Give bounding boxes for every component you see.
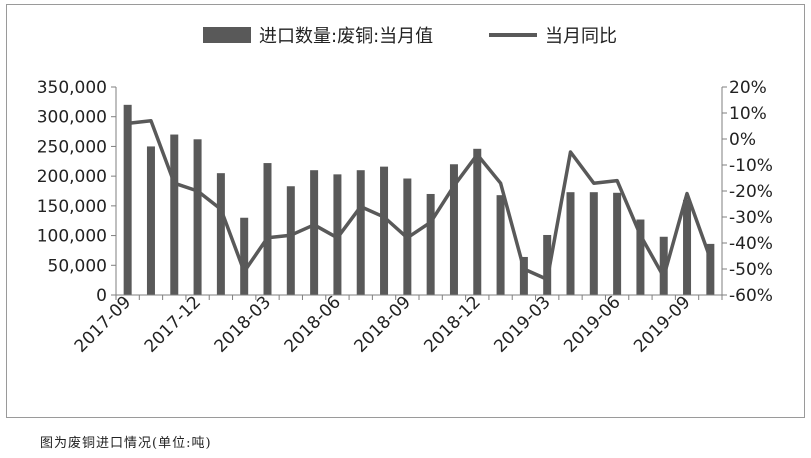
bar-2018-02 — [240, 217, 249, 295]
left-tick-label: 350,000 — [37, 78, 107, 98]
bar-2017-09 — [123, 104, 132, 295]
bar-2018-03 — [263, 163, 272, 295]
right-tick-label: 20% — [729, 78, 767, 98]
bar-2019-04 — [566, 192, 575, 295]
bar-2019-07 — [636, 219, 645, 295]
bar-2018-12 — [473, 148, 482, 295]
bar-2019-06 — [613, 192, 622, 295]
bar-2018-08 — [380, 166, 389, 295]
left-tick-label: 100,000 — [37, 227, 107, 247]
combo-chart: 进口数量:废铜:当月值 当月同比 0 50,000 100,000 150,000 20… — [37, 26, 773, 357]
plot-area: 0 50,000 100,000 150,000 200,000 250,000 300,0… — [37, 78, 773, 357]
legend-bar-label: 进口数量:废铜:当月值 — [259, 26, 433, 47]
bar-2019-02 — [519, 256, 528, 295]
right-tick-label: -60% — [729, 286, 773, 306]
bar-2018-01 — [216, 173, 225, 295]
left-tick-label: 0 — [96, 286, 107, 306]
x-tick-label: 2019-09 — [630, 292, 694, 356]
x-tick-label: 2019-06 — [560, 292, 624, 356]
bar-2019-01 — [496, 195, 505, 295]
bar-2018-06 — [333, 174, 342, 295]
bar-2018-05 — [310, 170, 319, 295]
bar-2019-10 — [706, 243, 715, 295]
right-tick-label: -30% — [729, 208, 773, 228]
bar-2019-09 — [683, 199, 692, 295]
bar-2018-11 — [449, 164, 458, 295]
x-tick-label: 2018-09 — [351, 292, 415, 356]
bar-2019-08 — [659, 236, 668, 295]
bar-2018-10 — [426, 193, 435, 295]
right-tick-label: -20% — [729, 182, 773, 202]
x-tick-label: 2018-12 — [420, 292, 484, 356]
right-tick-label: -50% — [729, 260, 773, 280]
legend-bar-swatch — [203, 27, 251, 43]
x-tick-label: 2018-06 — [281, 292, 345, 356]
bar-2017-10 — [146, 146, 155, 295]
yoy-line — [127, 119, 712, 282]
bar-2019-03 — [543, 234, 552, 295]
bar-2018-07 — [356, 170, 365, 295]
right-tick-label: -40% — [729, 234, 773, 254]
right-tick-label: 0% — [729, 130, 756, 150]
bar-2018-04 — [286, 186, 295, 295]
chart-frame: 进口数量:废铜:当月值 当月同比 0 50,000 100,000 150,000 20… — [6, 4, 805, 418]
right-tick-label: 10% — [729, 104, 767, 124]
left-tick-label: 250,000 — [37, 137, 107, 157]
bar-2019-05 — [589, 192, 598, 295]
x-tick-label: 2018-03 — [211, 292, 275, 356]
x-tick-label: 2017-12 — [141, 292, 205, 356]
bar-2017-12 — [193, 139, 202, 295]
legend: 进口数量:废铜:当月值 当月同比 — [203, 26, 617, 47]
left-tick-label: 300,000 — [37, 108, 107, 128]
left-tick-label: 150,000 — [37, 197, 107, 217]
legend-line-label: 当月同比 — [545, 26, 617, 47]
bar-2017-11 — [170, 134, 179, 295]
figure-caption: 图为废铜进口情况(单位:吨) — [40, 436, 212, 451]
x-tick-label: 2019-03 — [490, 292, 554, 356]
left-tick-label: 200,000 — [37, 167, 107, 187]
right-tick-label: -10% — [729, 156, 773, 176]
left-tick-label: 50,000 — [48, 256, 107, 276]
